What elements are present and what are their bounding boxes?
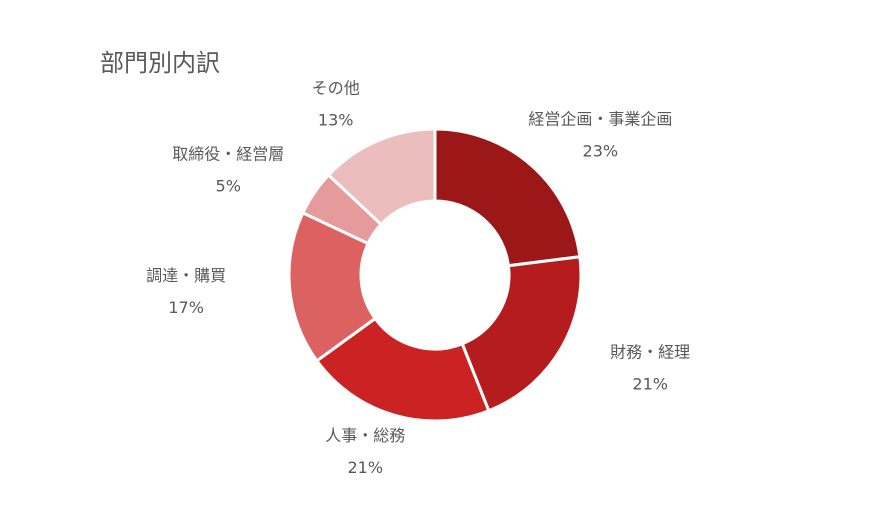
value-label: 21% [632, 375, 668, 394]
category-label: 人事・総務 [325, 426, 405, 445]
category-label: 調達・購買 [146, 266, 226, 285]
category-label: 取締役・経営層 [172, 145, 284, 164]
value-label: 5% [216, 177, 241, 196]
donut-segment [326, 127, 437, 227]
value-label: 21% [347, 458, 383, 477]
category-label: 経営企画・事業企画 [528, 110, 672, 129]
value-label: 23% [583, 142, 619, 161]
value-label: 13% [318, 111, 354, 130]
donut-segment [433, 127, 582, 268]
category-label: 財務・経理 [610, 343, 690, 362]
chart-title: 部門別内訳 [100, 49, 220, 77]
donut-segment [314, 316, 491, 423]
value-label: 17% [168, 298, 204, 317]
category-label: その他 [312, 79, 360, 98]
donut-segment [460, 255, 583, 413]
